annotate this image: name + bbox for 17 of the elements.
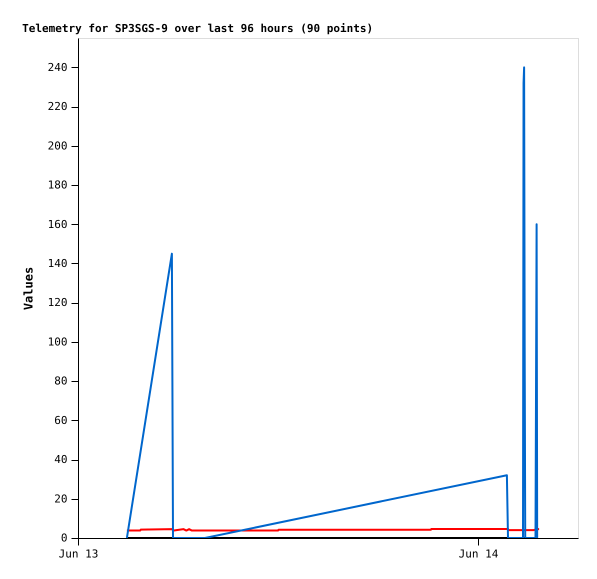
y-tick-label: 20 [54,492,68,506]
y-tick-label: 180 [48,178,68,192]
y-tick-label: 60 [54,414,68,427]
x-tick-label: Jun 14 [458,548,499,560]
x-tick-label: Jun 13 [58,548,98,560]
y-tick-label: 40 [54,453,68,466]
y-tick-label: 100 [48,335,68,348]
y-tick-label: 200 [48,139,68,152]
y-axis-title: Values [22,266,36,310]
y-tick-label: 80 [54,374,68,388]
y-tick-label: 140 [48,256,68,270]
y-tick-label: 220 [48,100,68,114]
y-tick-label: 120 [48,296,68,310]
y-tick-label: 160 [48,218,68,231]
y-tick-label: 0 [60,532,68,544]
chart-title: Telemetry for SP3SGS-9 over last 96 hours (90 points) [22,22,374,35]
y-tick-label: 240 [48,60,68,74]
